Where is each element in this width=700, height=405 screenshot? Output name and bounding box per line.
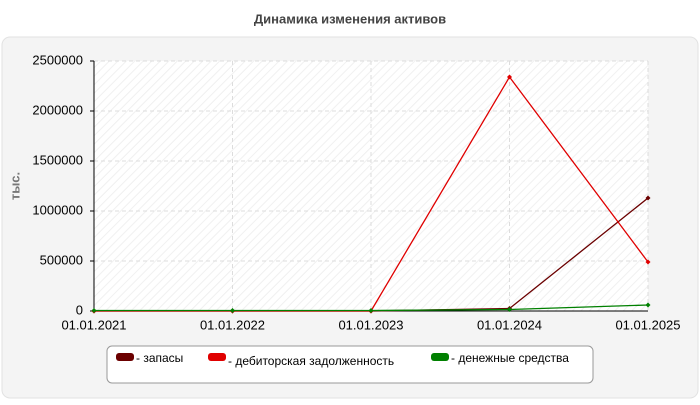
legend-swatch: [116, 353, 134, 361]
point: [91, 308, 97, 313]
y-tick-label: 2500000: [32, 52, 83, 67]
point: [368, 308, 374, 313]
y-tick-label: 1000000: [32, 202, 83, 217]
point: [507, 307, 512, 312]
chart-title: Динамика изменения активов: [254, 11, 446, 26]
x-tick-label: 01.01.2021: [61, 317, 126, 332]
y-tick-label: 1500000: [32, 152, 83, 167]
point: [645, 302, 651, 308]
legend-swatch: [208, 353, 226, 361]
point: [507, 74, 512, 80]
x-tick-label: 01.01.2024: [477, 317, 542, 332]
legend-label: - запасы: [136, 351, 183, 365]
plot-hatch: [94, 61, 648, 311]
point: [230, 308, 235, 313]
legend: [106, 345, 594, 384]
x-tick-label: 01.01.2022: [200, 317, 265, 332]
legend-swatch: [431, 353, 449, 361]
y-axis-label: тыс.: [7, 172, 22, 200]
legend-label: - дебиторская задолженность: [228, 354, 394, 368]
y-tick-label: 2000000: [32, 102, 83, 117]
y-tick-label: 500000: [40, 252, 83, 267]
point: [645, 195, 651, 201]
y-tick-label: 0: [76, 302, 83, 317]
legend-label: - денежные средства: [451, 351, 569, 365]
x-tick-label: 01.01.2023: [338, 317, 403, 332]
point: [645, 259, 651, 265]
x-tick-label: 01.01.2025: [615, 317, 680, 332]
